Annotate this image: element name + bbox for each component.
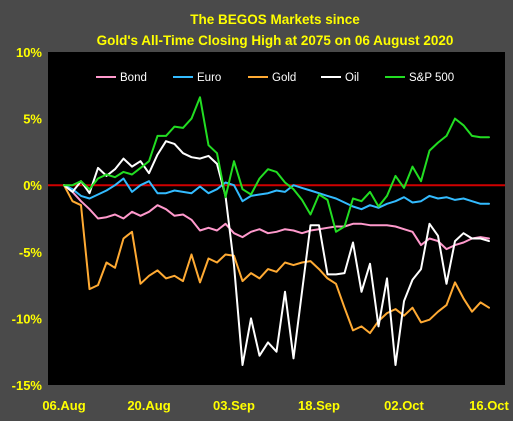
y-axis: 10% 5% 0% -5% -10% -15% — [12, 45, 43, 393]
x-tick-label: 06.Aug — [42, 398, 85, 413]
legend-label-s-p-500: S&P 500 — [409, 72, 454, 84]
legend-label-bond: Bond — [120, 72, 147, 84]
legend: Bond Euro Gold Oil S&P 500 — [96, 72, 454, 84]
y-tick-label: 0% — [23, 178, 42, 193]
legend-label-oil: Oil — [345, 72, 359, 84]
x-tick-label: 03.Sep — [213, 398, 255, 413]
series-line-oil — [63, 140, 490, 366]
plot-area — [48, 52, 505, 385]
legend-label-euro: Euro — [197, 72, 221, 84]
chart-title: The BEGOS Markets since — [190, 12, 360, 27]
x-axis: 06.Aug 20.Aug 03.Sep 18.Sep 02.Oct 16.Oct — [42, 398, 509, 413]
x-tick-label: 16.Oct — [469, 398, 509, 413]
series-lines — [63, 96, 490, 366]
y-tick-label: 10% — [16, 45, 42, 60]
legend-label-gold: Gold — [272, 72, 296, 84]
series-line-euro — [63, 177, 490, 211]
series-line-gold — [63, 184, 490, 335]
y-tick-label: -10% — [12, 311, 43, 326]
x-tick-label: 20.Aug — [127, 398, 170, 413]
y-tick-label: -15% — [12, 378, 43, 393]
series-line-bond — [63, 184, 490, 251]
y-tick-label: -5% — [19, 245, 43, 260]
series-line-s-p-500 — [63, 96, 490, 233]
y-tick-label: 5% — [23, 112, 42, 127]
x-tick-label: 02.Oct — [384, 398, 424, 413]
x-tick-label: 18.Sep — [298, 398, 340, 413]
chart-subtitle: Gold's All-Time Closing High at 2075 on … — [97, 33, 454, 48]
